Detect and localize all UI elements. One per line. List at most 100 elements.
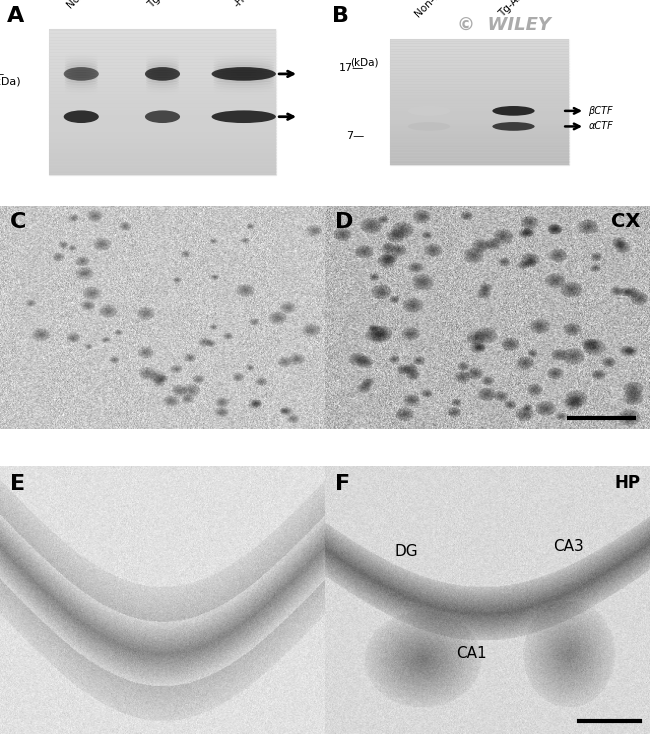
Ellipse shape (146, 65, 179, 70)
Text: 17—: 17— (339, 63, 364, 73)
Bar (390, 107, 569, 109)
Bar (49, 38, 276, 40)
Bar (49, 143, 276, 145)
Ellipse shape (408, 106, 450, 116)
Ellipse shape (64, 72, 98, 78)
Ellipse shape (145, 110, 180, 123)
Bar (49, 159, 276, 161)
Bar (49, 127, 276, 128)
Bar (49, 54, 276, 56)
Bar (49, 150, 276, 152)
Text: Tg-APP: Tg-APP (146, 0, 179, 10)
Bar (390, 150, 569, 151)
Bar (390, 81, 569, 83)
Bar (390, 87, 569, 88)
Ellipse shape (64, 68, 98, 73)
Ellipse shape (493, 106, 534, 116)
Bar (390, 40, 569, 42)
Text: Non-tg: Non-tg (65, 0, 98, 10)
Bar (49, 165, 276, 167)
Ellipse shape (213, 70, 274, 76)
Bar (390, 161, 569, 162)
Bar (390, 164, 569, 165)
Bar (390, 96, 569, 98)
Bar (49, 31, 276, 32)
Bar (49, 149, 276, 150)
Bar (390, 117, 569, 118)
Bar (49, 76, 276, 77)
Bar (49, 124, 276, 126)
Bar (49, 99, 276, 101)
Bar (49, 137, 276, 139)
Bar (49, 153, 276, 155)
Bar (390, 99, 569, 101)
Bar (390, 124, 569, 126)
Bar (49, 89, 276, 90)
Bar (49, 95, 276, 96)
Bar (49, 164, 276, 165)
Bar (49, 118, 276, 120)
Bar (49, 40, 276, 41)
Bar (390, 126, 569, 128)
Bar (49, 93, 276, 95)
Bar (390, 59, 569, 61)
Text: Tg-APP: Tg-APP (497, 0, 530, 20)
Ellipse shape (64, 110, 99, 123)
Bar (49, 35, 276, 37)
Bar (49, 56, 276, 57)
Bar (49, 111, 276, 112)
Ellipse shape (64, 65, 98, 70)
Bar (49, 29, 276, 31)
Text: 7—: 7— (346, 131, 364, 141)
Text: 120—: 120— (0, 69, 5, 79)
Bar (390, 103, 569, 105)
Text: C: C (10, 212, 26, 232)
Bar (49, 83, 276, 84)
Bar (49, 87, 276, 89)
Bar (49, 148, 276, 149)
Bar (49, 156, 276, 158)
Bar (390, 47, 569, 48)
Bar (49, 106, 276, 108)
Bar (390, 83, 569, 84)
Bar (49, 161, 276, 162)
Bar (390, 101, 569, 102)
Ellipse shape (211, 110, 276, 123)
Bar (390, 73, 569, 76)
Bar (49, 64, 276, 65)
Bar (390, 159, 569, 161)
Text: F: F (335, 474, 350, 494)
Bar (49, 168, 276, 170)
Bar (390, 102, 569, 103)
Bar (390, 128, 569, 129)
Bar (49, 115, 276, 117)
Bar (49, 53, 276, 54)
Bar (49, 79, 276, 80)
Bar (49, 102, 276, 103)
Bar (49, 59, 276, 61)
Text: βCTF: βCTF (588, 106, 613, 116)
Bar (390, 137, 569, 139)
Text: αCTF: αCTF (588, 121, 613, 131)
Ellipse shape (145, 67, 180, 81)
Bar (390, 132, 569, 134)
Bar (390, 61, 569, 62)
Bar (390, 146, 569, 148)
Ellipse shape (213, 77, 274, 83)
Bar (390, 110, 569, 112)
Ellipse shape (146, 68, 179, 73)
Bar (49, 131, 276, 133)
Bar (49, 84, 276, 86)
Bar (49, 43, 276, 44)
Bar (49, 170, 276, 171)
Bar (49, 146, 276, 148)
Bar (49, 73, 276, 74)
Bar (390, 148, 569, 150)
Bar (49, 50, 276, 51)
Text: HP: HP (614, 474, 640, 492)
Bar (49, 80, 276, 81)
Bar (49, 130, 276, 131)
Bar (49, 61, 276, 62)
Bar (49, 108, 276, 109)
Bar (49, 133, 276, 134)
